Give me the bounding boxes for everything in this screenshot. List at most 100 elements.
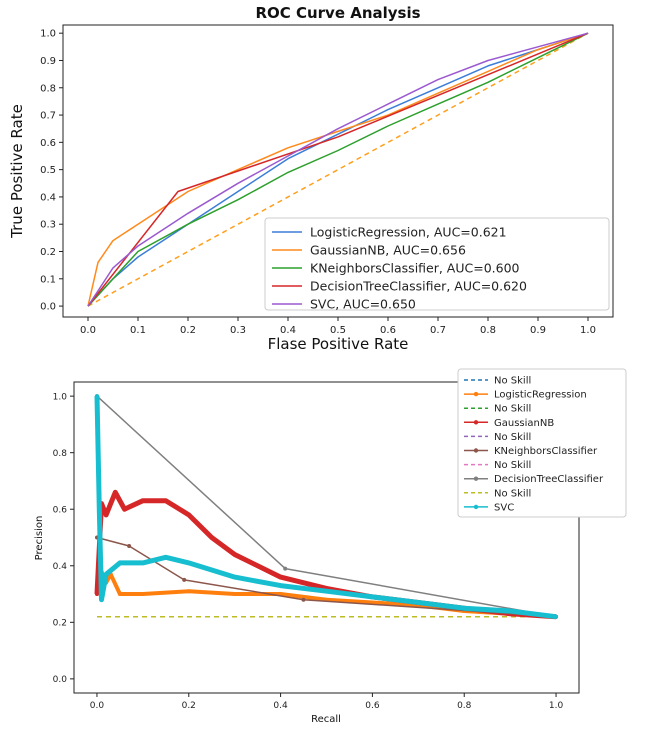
pr-x-tick-label: 1.0	[549, 701, 564, 711]
pr-x-tick-label: 0.0	[90, 701, 105, 711]
pr-y-tick-label: 0.2	[53, 618, 67, 628]
pr-point-logisticregression-10	[370, 600, 375, 605]
pr-x-axis-label: Recall	[311, 714, 341, 725]
pr-point-gaussiannb-3	[113, 490, 118, 495]
pr-point-svc-7	[186, 560, 191, 565]
pr-point-gaussiannb-8	[209, 535, 214, 540]
roc-y-tick-label: 0.5	[40, 165, 56, 176]
roc-y-tick-label: 0.4	[40, 192, 56, 203]
roc-no-skill-line	[87, 32, 589, 307]
roc-x-tick-label: 0.5	[330, 325, 346, 336]
pr-point-svc-13	[462, 606, 467, 611]
pr-point-svc-11	[370, 594, 375, 599]
pr-plot-frame	[73, 381, 580, 694]
pr-x-tick-label: 0.2	[182, 701, 196, 711]
pr-legend-marker-9	[473, 504, 479, 510]
roc-y-tick-label: 0.9	[40, 56, 56, 67]
pr-legend-marker-5	[473, 448, 479, 453]
roc-x-tick-label: 0.2	[180, 325, 196, 336]
pr-point-svc-6	[163, 555, 168, 560]
pr-point-logisticregression-6	[186, 589, 191, 594]
pr-legend-label-kneighborsclassifier: KNeighborsClassifier	[494, 446, 598, 457]
roc-y-tick-label: 0.6	[40, 138, 56, 149]
pr-x-tick-label: 0.6	[365, 701, 380, 711]
pr-y-tick-label: 0.4	[53, 562, 68, 572]
pr-legend-marker-1	[473, 391, 479, 397]
pr-x-tick-label: 0.4	[273, 701, 288, 711]
pr-y-tick-label: 0.8	[53, 449, 68, 459]
roc-x-tick-label: 0.8	[480, 325, 496, 336]
pr-point-svc-5	[140, 560, 145, 565]
pr-chart: 0.0 0.2 0.4 0.6 0.8 1.0 0.0 0.2 0.4 0.6 0.8 1.0 Re…	[34, 368, 627, 725]
pr-point-svc-14	[508, 609, 513, 613]
pr-y-tick-label: 1.0	[53, 392, 68, 402]
roc-y-tick-label: 0.2	[40, 247, 56, 258]
roc-y-ticks: 0.0 0.1 0.2 0.3 0.4 0.5 0.6 0.7 0.8 0.9 1.0	[40, 29, 63, 313]
pr-legend-box	[457, 368, 627, 518]
pr-legend-label-no-skill: No Skill	[494, 460, 531, 471]
pr-y-tick-label: 0.6	[53, 505, 68, 515]
pr-point-logisticregression-4	[117, 592, 122, 596]
pr-legend-label-no-skill: No Skill	[494, 488, 531, 499]
roc-series-group	[87, 32, 589, 307]
pr-y-tick-label: 0.0	[53, 675, 68, 685]
roc-y-axis-label: True Positive Rate	[8, 104, 26, 239]
roc-y-tick-label: 0.8	[40, 83, 56, 94]
pr-point-svc-4	[117, 560, 122, 565]
pr-point-kneighborsclassifier-1	[127, 544, 132, 548]
roc-title: ROC Curve Analysis	[255, 4, 420, 22]
pr-series-svc-line	[94, 396, 557, 620]
pr-point-svc-0	[95, 394, 99, 399]
roc-legend: LogisticRegression, AUC=0.621 GaussianNB,…	[264, 217, 610, 312]
roc-series-decisiontreeclassifier-line	[87, 32, 589, 307]
pr-point-svc-1	[97, 507, 102, 512]
roc-legend-label-logisticregression: LogisticRegression, AUC=0.621	[310, 225, 507, 240]
roc-legend-box	[264, 217, 610, 311]
roc-x-tick-label: 1.0	[580, 325, 596, 336]
pr-series-group	[94, 394, 558, 620]
pr-point-kneighborsclassifier-2	[182, 577, 187, 582]
roc-series-svc-line	[87, 32, 589, 307]
roc-legend-label-kneighborsclassifier: KNeighborsClassifier, AUC=0.600	[310, 261, 520, 276]
roc-x-tick-label: 0.1	[130, 325, 146, 336]
pr-y-axis-label: Precision	[34, 516, 45, 561]
pr-x-ticks: 0.0 0.2 0.4 0.6 0.8 1.0	[90, 693, 564, 711]
pr-point-svc-3	[104, 572, 109, 577]
pr-point-logisticregression-5	[140, 592, 145, 596]
roc-baseline-line	[87, 32, 589, 307]
pr-x-tick-label: 0.8	[457, 701, 472, 711]
pr-point-gaussiannb-2	[104, 512, 109, 517]
pr-point-kneighborsclassifier-3	[301, 597, 306, 602]
pr-point-gaussiannb-4	[122, 507, 127, 512]
pr-legend-label-no-skill: No Skill	[494, 376, 531, 387]
roc-x-tick-label: 0.7	[430, 325, 446, 336]
pr-point-gaussiannb-5	[140, 498, 145, 503]
roc-legend-label-decisiontreeclassifier: DecisionTreeClassifier, AUC=0.620	[310, 279, 527, 294]
pr-legend-marker-3	[473, 420, 479, 425]
pr-legend-label-no-skill: No Skill	[494, 432, 531, 443]
roc-y-tick-label: 0.1	[40, 274, 56, 285]
pr-legend-label-no-skill: No Skill	[494, 404, 531, 415]
roc-y-tick-label: 0.7	[40, 111, 56, 122]
pr-legend-label-svc: SVC	[494, 502, 514, 513]
pr-legend-label-decisiontreeclassifier: DecisionTreeClassifier	[494, 474, 604, 485]
roc-legend-label-gaussiannb: GaussianNB, AUC=0.656	[310, 243, 466, 258]
roc-x-tick-label: 0.9	[530, 325, 546, 336]
roc-series-kneighborsclassifier-line	[87, 32, 589, 307]
roc-series-gaussiannb-line	[87, 32, 589, 307]
roc-series-logisticregression-line	[87, 32, 589, 307]
pr-point-svc-15	[554, 614, 558, 619]
pr-point-svc-10	[324, 589, 329, 594]
pr-point-svc-12	[416, 600, 421, 605]
pr-legend: No Skill LogisticRegression No Skill Gaussi…	[457, 368, 627, 518]
roc-x-tick-label: 0.3	[230, 325, 246, 336]
pr-point-logisticregression-7	[232, 592, 237, 596]
pr-point-svc-9	[278, 583, 283, 588]
roc-x-tick-label: 0.6	[380, 325, 396, 336]
pr-point-svc-2	[99, 597, 104, 602]
pr-legend-label-gaussiannb: GaussianNB	[494, 418, 554, 429]
roc-y-tick-label: 0.3	[40, 220, 56, 231]
roc-x-tick-label: 0.0	[80, 325, 96, 336]
roc-x-tick-label: 0.4	[280, 325, 296, 336]
